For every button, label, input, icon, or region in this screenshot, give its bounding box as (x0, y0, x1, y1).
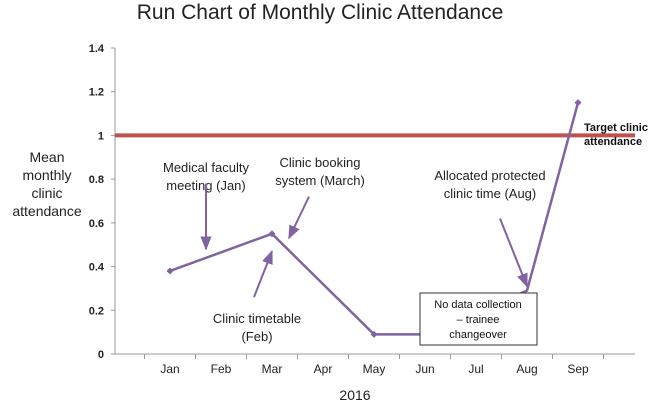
x-ticks: Jan Feb Mar Apr May Jun Jul Aug Sep (144, 354, 604, 376)
data-point-marker (166, 267, 174, 275)
data-point-marker (370, 330, 378, 338)
annotation-arrow (499, 218, 528, 288)
annotation-medical-faculty-line-1: Medical faculty (163, 160, 249, 175)
y-axis-label-line-3: clinic (31, 185, 62, 201)
x-axis-label: 2016 (339, 387, 370, 403)
annotation-arrow (253, 249, 273, 298)
y-tick-label: 1 (98, 130, 104, 142)
annotation-clinic-timetable-line-1: Clinic timetable (213, 311, 301, 326)
x-tick-label: Apr (314, 362, 333, 376)
annotation-arrow (288, 196, 310, 240)
y-axis-label-line-2: monthly (22, 167, 71, 183)
y-axis-label-line-4: attendance (12, 203, 81, 219)
x-tick-label: Feb (211, 362, 232, 376)
chart-title: Run Chart of Monthly Clinic Attendance (137, 1, 504, 24)
series-line (169, 102, 580, 336)
annotation-arrows (200, 183, 528, 298)
annotation-protected-time: Allocated protected clinic time (Aug) (434, 168, 545, 201)
x-tick-label: Jan (160, 362, 179, 376)
y-ticks: 0 0.2 0.4 0.6 0.8 1 1.2 1.4 (89, 43, 115, 361)
x-tick-label: Jul (468, 362, 483, 376)
y-tick-label: 0.8 (89, 174, 104, 186)
note-box-frame (419, 292, 538, 346)
note-box-line-2: – trainee (457, 314, 500, 326)
target-label-line-1: Target clinic (584, 122, 648, 134)
annotation-clinic-booking-line-1: Clinic booking (280, 155, 361, 170)
data-point-marker (574, 99, 582, 107)
note-box-line-1: No data collection (434, 299, 521, 311)
annotation-clinic-timetable: Clinic timetable (Feb) (213, 311, 301, 344)
data-point-marker (268, 230, 276, 238)
y-axis-label-line-1: Mean (29, 149, 64, 165)
x-tick-label: Sep (567, 362, 589, 376)
target-label-line-2: attendance (584, 136, 642, 148)
y-tick-label: 0.2 (89, 305, 104, 317)
x-tick-label: Aug (516, 362, 537, 376)
y-tick-label: 0.4 (89, 262, 105, 274)
y-tick-label: 0 (98, 349, 104, 361)
annotation-clinic-booking-line-2: system (March) (275, 173, 365, 188)
note-box-line-3: changeover (449, 329, 507, 341)
x-tick-label: May (363, 362, 386, 376)
annotation-clinic-booking: Clinic booking system (March) (275, 155, 365, 188)
series-layer (166, 99, 582, 338)
note-box: No data collection – trainee changeover (419, 292, 538, 346)
y-tick-label: 1.4 (89, 43, 105, 55)
x-tick-label: Jun (415, 362, 434, 376)
x-tick-label: Mar (262, 362, 283, 376)
y-axis-label: Mean monthly clinic attendance (12, 149, 81, 219)
annotation-clinic-timetable-line-2: (Feb) (241, 329, 272, 344)
annotation-protected-time-line-2: clinic time (Aug) (444, 186, 536, 201)
y-tick-label: 1.2 (89, 87, 104, 99)
annotation-protected-time-line-1: Allocated protected (434, 168, 545, 183)
y-tick-label: 0.6 (89, 218, 104, 230)
